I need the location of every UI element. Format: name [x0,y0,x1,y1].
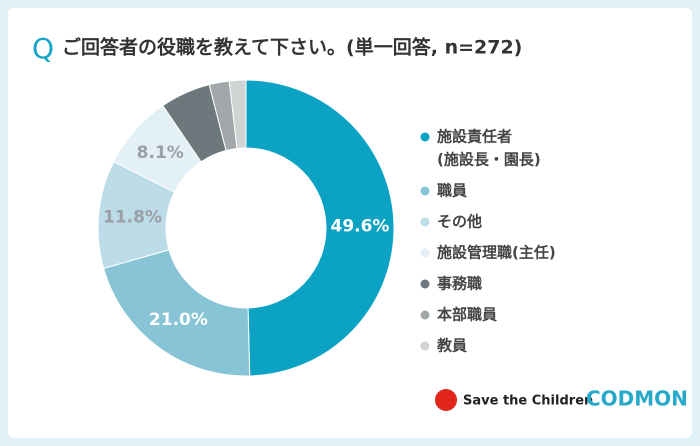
legend-label: 施設管理職(主任) [437,244,556,262]
legend-label: 職員 [437,182,467,200]
legend-label: 施設責任者 [437,128,512,146]
codmon-logo: CODMON [586,387,688,411]
legend-label: 事務職 [437,275,482,293]
data-label: 21.0% [149,310,208,330]
legend-marker [420,217,430,227]
legend-marker [420,132,430,142]
legend-marker [420,341,430,351]
logo-icon [435,389,457,411]
donut-slice [103,249,251,377]
legend-label: 教員 [436,337,467,355]
chart-title: ご回答者の役職を教えて下さい。(単一回答, n=272) [62,36,522,59]
data-label: 8.1% [137,143,184,163]
question-mark: Q [32,32,54,65]
data-label: 49.6% [330,217,389,237]
donut-slice [245,79,395,377]
legend-marker [420,310,430,320]
legend-marker [420,186,430,196]
logo-text: Save the Children [463,394,593,409]
save-the-children-logo: Save the Children [435,389,593,411]
legend-label: (施設長・園長) [437,151,541,169]
legend-marker [420,279,430,289]
data-label: 11.8% [103,207,162,227]
legend-marker [420,248,430,258]
donut-slice [228,79,247,150]
legend-label: その他 [437,213,482,231]
legend-label: 本部職員 [437,306,497,324]
